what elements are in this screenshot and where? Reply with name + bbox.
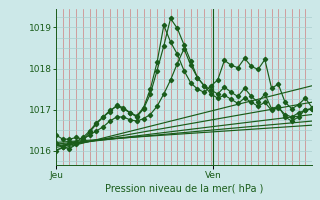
X-axis label: Pression niveau de la mer( hPa ): Pression niveau de la mer( hPa ) <box>105 184 263 194</box>
